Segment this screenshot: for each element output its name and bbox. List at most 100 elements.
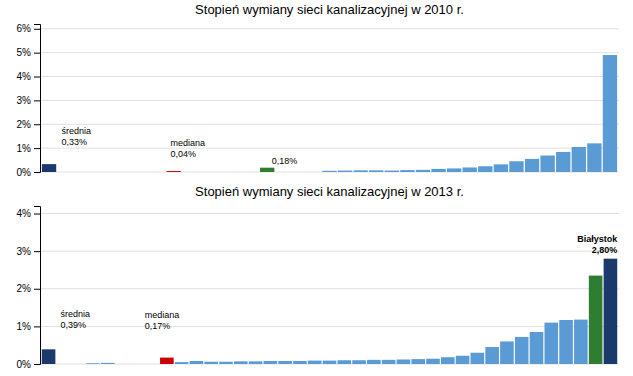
tick: 2%	[17, 119, 40, 130]
bar	[323, 361, 337, 364]
bar	[385, 171, 399, 172]
tick-label: 4%	[17, 208, 32, 219]
tick-label: 5%	[17, 47, 32, 58]
title: Stopień wymiany sieci kanalizacyjnej w 2…	[195, 184, 464, 199]
y-axis: 0%1%2%3%4%5%6%	[17, 23, 41, 177]
annotation: 0,18%	[272, 156, 298, 166]
tick-label: 3%	[17, 246, 32, 257]
grid	[40, 29, 619, 172]
annotation-line: 0,17%	[145, 321, 171, 331]
annotation: mediana0,17%	[145, 310, 180, 331]
tick: 4%	[17, 71, 40, 82]
bar	[322, 171, 336, 172]
bar	[431, 169, 445, 172]
bar	[530, 332, 544, 364]
bar	[426, 359, 440, 364]
annotation-line: 0,18%	[272, 156, 298, 166]
tick-label: 2%	[17, 283, 32, 294]
bar	[574, 320, 588, 364]
bar	[175, 362, 189, 364]
bar	[278, 361, 292, 364]
bar	[293, 361, 307, 364]
bar	[589, 276, 603, 364]
bar	[441, 357, 455, 364]
bar	[603, 55, 617, 172]
tick-mark	[34, 251, 40, 252]
annotation: mediana0,04%	[171, 138, 206, 159]
tick-label: 4%	[17, 71, 32, 82]
bars	[42, 259, 617, 364]
bar	[515, 337, 529, 364]
bar	[604, 259, 618, 364]
bar	[525, 159, 539, 172]
grid-line	[40, 148, 619, 149]
bar	[104, 172, 118, 173]
bar	[89, 172, 103, 173]
bar	[485, 347, 499, 364]
bar	[120, 172, 134, 173]
bar	[587, 143, 601, 172]
annotation-line: 0,04%	[171, 149, 197, 159]
annotation: średnia0,33%	[62, 126, 92, 147]
bar	[57, 172, 71, 173]
tick-mark	[34, 326, 40, 327]
bar	[160, 358, 174, 364]
grid-line	[40, 326, 619, 327]
bar	[307, 172, 321, 173]
tick-mark	[34, 214, 40, 215]
bar	[135, 172, 149, 173]
tick-mark	[34, 53, 40, 54]
annotation-line: 0,33%	[62, 137, 88, 147]
tick: 2%	[17, 283, 40, 294]
bar	[101, 363, 115, 364]
grid-line	[40, 124, 619, 125]
bar	[86, 363, 100, 364]
annotation-line: 2,80%	[592, 245, 618, 255]
bar	[244, 172, 258, 173]
grid-line	[40, 52, 619, 53]
tick-mark	[34, 29, 40, 30]
grid-line	[40, 251, 619, 252]
bar	[456, 356, 470, 364]
axis-line	[34, 207, 41, 365]
tick: 0%	[17, 359, 40, 370]
bar	[559, 320, 573, 364]
tick: 5%	[17, 47, 40, 58]
bar	[42, 349, 56, 364]
bar	[57, 364, 71, 365]
bar	[213, 172, 227, 173]
bar	[151, 172, 165, 173]
title: Stopień wymiany sieci kanalizacyjnej w 2…	[195, 2, 464, 17]
grid-line	[40, 213, 619, 214]
tick: 3%	[17, 95, 40, 106]
bar	[42, 164, 56, 172]
bar	[500, 341, 514, 364]
bar	[478, 166, 492, 172]
tick: 6%	[17, 23, 40, 34]
bar	[249, 361, 263, 364]
bar	[411, 359, 425, 364]
tick-label: 0%	[17, 167, 32, 178]
annotation-line: 0,39%	[60, 320, 86, 330]
tick-mark	[34, 148, 40, 149]
bar	[308, 361, 322, 364]
annotation-line: Białystok	[577, 234, 618, 244]
y-axis: 0% 1% 2% 3% 4%	[17, 207, 41, 370]
annotation-line: średnia	[62, 126, 92, 136]
tick: 3%	[17, 246, 40, 257]
bar	[182, 172, 196, 173]
annotation: Białystok2,80%	[577, 234, 618, 255]
bar	[264, 361, 278, 364]
bar	[73, 172, 87, 173]
annotation-line: mediana	[145, 310, 180, 320]
tick-label: 3%	[17, 95, 32, 106]
bar	[145, 364, 159, 365]
axis-line	[34, 25, 41, 173]
tick-mark	[34, 77, 40, 78]
bar	[276, 172, 290, 173]
bar	[71, 364, 85, 365]
bar	[229, 172, 243, 173]
chart-panel: 0%1%2%3%4%5%6%Stopień wymiany sieci kana…	[17, 2, 619, 178]
grid-line	[40, 100, 619, 101]
tick-label: 1%	[17, 321, 32, 332]
